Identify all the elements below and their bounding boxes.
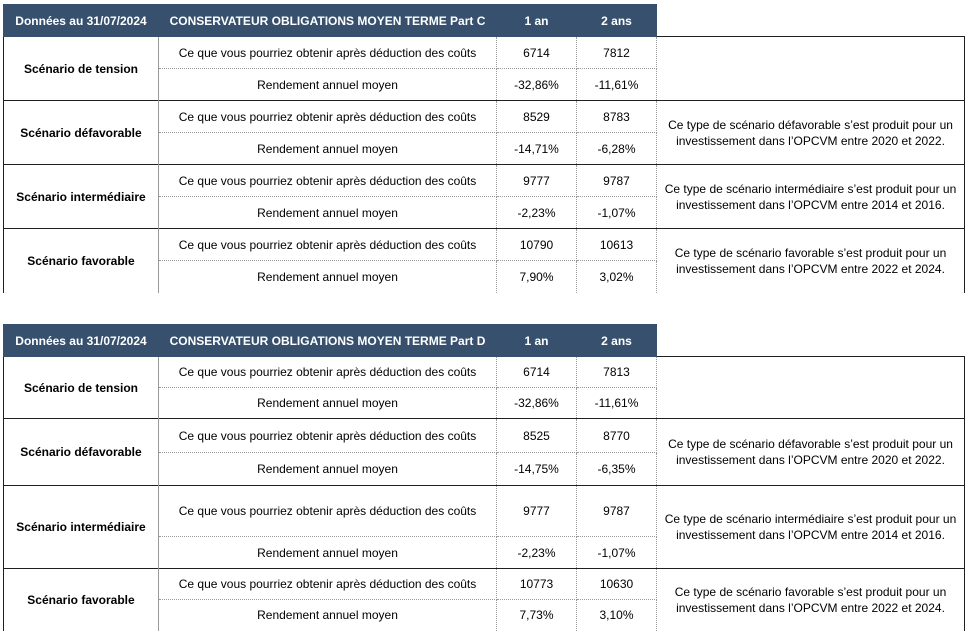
table-row: Scénario favorable Ce que vous pourriez …	[3, 228, 965, 293]
performance-table-part-c: Données au 31/07/2024 CONSERVATEUR OBLIG…	[3, 4, 965, 293]
value-1-an: 10773	[496, 568, 577, 600]
table-row: Rendement annuel moyen -14,75% -6,35%	[4, 452, 965, 486]
value-1-an: 8529	[496, 100, 577, 133]
value-1-an: 6714	[496, 36, 577, 69]
table-row: Scénario favorable Ce que vous pourriez …	[3, 568, 965, 631]
scenario-name: Scénario de tension	[3, 36, 159, 101]
value-2-ans: 7813	[576, 356, 657, 388]
table-row: Scénario de tension Ce que vous pourriez…	[3, 36, 965, 101]
scenario-name: Scénario de tension	[3, 356, 159, 419]
value-2-ans: 7812	[576, 36, 657, 69]
value-2-ans: 10630	[576, 568, 657, 600]
value-2-ans: 8770	[576, 418, 657, 453]
row-label-cost: Ce que vous pourriez obtenir après déduc…	[158, 485, 497, 537]
value-2-ans: -11,61%	[576, 68, 657, 101]
scenario-name: Scénario intermédiaire	[3, 485, 159, 569]
scenario-name: Scénario favorable	[3, 228, 159, 293]
row-label-return: Rendement annuel moyen	[158, 536, 497, 569]
value-1-an: 7,73%	[496, 599, 577, 631]
value-1-an: -2,23%	[496, 536, 577, 569]
table-row: Rendement annuel moyen 7,90% 3,02%	[4, 260, 965, 293]
value-2-ans: 9787	[576, 164, 657, 197]
value-1-an: -32,86%	[496, 68, 577, 101]
value-2-ans: 3,02%	[576, 260, 657, 293]
table-row: Scénario intermédiaire Ce que vous pourr…	[3, 164, 965, 229]
header-1-an: 1 an	[496, 324, 577, 357]
header-2-ans: 2 ans	[576, 324, 657, 357]
value-1-an: 10790	[496, 228, 577, 261]
value-2-ans: 8783	[576, 100, 657, 133]
row-label-cost: Ce que vous pourriez obtenir après déduc…	[158, 568, 497, 600]
table-row: Rendement annuel moyen 7,73% 3,10%	[4, 599, 965, 631]
value-1-an: -2,23%	[496, 196, 577, 229]
scenario-note	[656, 356, 965, 419]
row-label-return: Rendement annuel moyen	[158, 196, 497, 229]
scenario-name: Scénario favorable	[3, 568, 159, 631]
table-row: Rendement annuel moyen -32,86% -11,61%	[4, 387, 965, 419]
table-row: Rendement annuel moyen -14,71% -6,28%	[4, 132, 965, 165]
header-date: Données au 31/07/2024	[3, 324, 159, 357]
row-label-cost: Ce que vous pourriez obtenir après déduc…	[158, 164, 497, 197]
value-2-ans: -6,28%	[576, 132, 657, 165]
row-label-return: Rendement annuel moyen	[158, 387, 497, 419]
value-2-ans: -1,07%	[576, 536, 657, 569]
row-label-return: Rendement annuel moyen	[158, 68, 497, 101]
value-1-an: -32,86%	[496, 387, 577, 419]
value-1-an: 8525	[496, 418, 577, 453]
scenario-note	[656, 36, 965, 101]
row-label-cost: Ce que vous pourriez obtenir après déduc…	[158, 36, 497, 69]
value-1-an: 6714	[496, 356, 577, 388]
header-1-an: 1 an	[496, 4, 577, 37]
value-2-ans: -6,35%	[576, 452, 657, 486]
row-label-return: Rendement annuel moyen	[158, 132, 497, 165]
scenario-name: Scénario défavorable	[3, 418, 159, 486]
scenario-name: Scénario défavorable	[3, 100, 159, 165]
header-blank	[656, 4, 965, 37]
scenario-note: Ce type de scénario intermédiaire s’est …	[656, 164, 965, 229]
header-date: Données au 31/07/2024	[3, 4, 159, 37]
header-2-ans: 2 ans	[576, 4, 657, 37]
value-1-an: 7,90%	[496, 260, 577, 293]
scenario-note: Ce type de scénario défavorable s’est pr…	[656, 418, 965, 486]
row-label-cost: Ce que vous pourriez obtenir après déduc…	[158, 356, 497, 388]
table-row: Rendement annuel moyen -2,23% -1,07%	[4, 536, 965, 569]
scenario-name: Scénario intermédiaire	[3, 164, 159, 229]
table-header-row: Données au 31/07/2024 CONSERVATEUR OBLIG…	[3, 324, 965, 357]
scenario-note: Ce type de scénario favorable s’est prod…	[656, 568, 965, 631]
scenario-note: Ce type de scénario intermédiaire s’est …	[656, 485, 965, 569]
table-row: Scénario de tension Ce que vous pourriez…	[3, 356, 965, 419]
table-row: Scénario défavorable Ce que vous pourrie…	[3, 100, 965, 165]
row-label-return: Rendement annuel moyen	[158, 452, 497, 486]
scenario-note: Ce type de scénario défavorable s’est pr…	[656, 100, 965, 165]
header-blank	[656, 324, 965, 357]
performance-table-part-d: Données au 31/07/2024 CONSERVATEUR OBLIG…	[3, 324, 965, 631]
value-2-ans: 9787	[576, 485, 657, 537]
row-label-cost: Ce que vous pourriez obtenir après déduc…	[158, 100, 497, 133]
table-row: Rendement annuel moyen -2,23% -1,07%	[4, 196, 965, 229]
value-2-ans: -11,61%	[576, 387, 657, 419]
row-label-return: Rendement annuel moyen	[158, 599, 497, 631]
table-row: Scénario intermédiaire Ce que vous pourr…	[3, 485, 965, 569]
table-header-row: Données au 31/07/2024 CONSERVATEUR OBLIG…	[3, 4, 965, 37]
header-fund-name: CONSERVATEUR OBLIGATIONS MOYEN TERME Par…	[158, 4, 497, 37]
table-row: Scénario défavorable Ce que vous pourrie…	[3, 418, 965, 486]
value-2-ans: -1,07%	[576, 196, 657, 229]
value-2-ans: 3,10%	[576, 599, 657, 631]
value-1-an: 9777	[496, 485, 577, 537]
table-row: Rendement annuel moyen -32,86% -11,61%	[4, 68, 965, 101]
row-label-cost: Ce que vous pourriez obtenir après déduc…	[158, 418, 497, 453]
value-1-an: -14,71%	[496, 132, 577, 165]
row-label-return: Rendement annuel moyen	[158, 260, 497, 293]
value-1-an: -14,75%	[496, 452, 577, 486]
value-2-ans: 10613	[576, 228, 657, 261]
row-label-cost: Ce que vous pourriez obtenir après déduc…	[158, 228, 497, 261]
header-fund-name: CONSERVATEUR OBLIGATIONS MOYEN TERME Par…	[158, 324, 497, 357]
value-1-an: 9777	[496, 164, 577, 197]
scenario-note: Ce type de scénario favorable s’est prod…	[656, 228, 965, 293]
